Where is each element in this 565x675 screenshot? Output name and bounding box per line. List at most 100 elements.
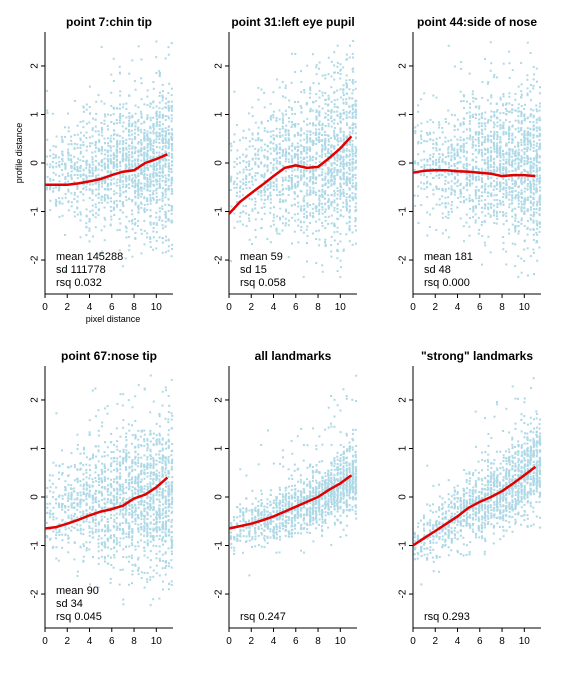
- data-point: [454, 114, 456, 117]
- data-point: [248, 145, 251, 148]
- data-point: [57, 495, 60, 498]
- data-point: [438, 174, 441, 177]
- data-point: [109, 146, 112, 149]
- data-point: [281, 189, 284, 192]
- data-point: [318, 197, 321, 200]
- data-point: [530, 183, 532, 186]
- data-point: [342, 155, 345, 158]
- data-point: [529, 182, 532, 185]
- data-point: [134, 137, 137, 140]
- data-point: [79, 174, 82, 177]
- data-point: [155, 247, 158, 250]
- data-point: [131, 174, 134, 177]
- data-point: [288, 117, 290, 120]
- data-point: [538, 139, 541, 141]
- data-point: [112, 113, 115, 116]
- data-point: [161, 191, 164, 194]
- data-point: [339, 170, 342, 173]
- data-point: [236, 183, 238, 186]
- data-point: [113, 165, 116, 168]
- data-point: [342, 91, 345, 94]
- data-point: [107, 163, 109, 166]
- data-point: [520, 111, 523, 114]
- data-point: [514, 167, 517, 170]
- data-point: [112, 166, 115, 169]
- data-point: [315, 152, 318, 155]
- data-point: [143, 148, 146, 151]
- data-point: [477, 189, 480, 192]
- data-point: [318, 204, 321, 207]
- data-point: [529, 52, 532, 54]
- data-point: [487, 169, 490, 172]
- data-point: [92, 117, 94, 120]
- data-point: [511, 191, 514, 194]
- data-point: [257, 137, 260, 140]
- data-point: [523, 119, 526, 122]
- data-point: [505, 179, 507, 182]
- data-point: [505, 153, 508, 156]
- data-point: [103, 137, 106, 140]
- y-tick-label: 1: [214, 111, 225, 117]
- data-point: [355, 148, 358, 151]
- data-point: [315, 139, 318, 142]
- data-point: [493, 148, 496, 151]
- data-point: [167, 179, 170, 182]
- data-point: [85, 136, 88, 139]
- data-point: [100, 160, 103, 163]
- data-point: [171, 160, 173, 163]
- data-point: [54, 156, 57, 159]
- data-point: [337, 71, 339, 74]
- data-point: [502, 153, 505, 156]
- data-point: [94, 206, 97, 209]
- data-point: [466, 176, 468, 179]
- data-point: [447, 187, 450, 190]
- data-point: [487, 140, 489, 143]
- data-point: [489, 214, 492, 217]
- data-point: [490, 139, 492, 142]
- data-point: [149, 178, 152, 181]
- data-point: [504, 103, 507, 106]
- data-point: [82, 183, 85, 186]
- data-point: [251, 208, 254, 211]
- data-point: [88, 175, 91, 177]
- data-point: [70, 465, 73, 468]
- data-point: [447, 162, 450, 164]
- data-point: [165, 133, 168, 135]
- data-point: [85, 188, 88, 191]
- data-point: [58, 185, 61, 188]
- data-point: [480, 116, 483, 119]
- data-point: [536, 203, 539, 206]
- data-point: [149, 144, 152, 146]
- data-point: [486, 156, 489, 159]
- data-point: [339, 193, 342, 196]
- data-point: [475, 161, 478, 163]
- data-point: [330, 202, 333, 205]
- data-point: [333, 155, 336, 158]
- data-point: [453, 135, 456, 138]
- data-point: [276, 232, 279, 235]
- data-point: [495, 222, 498, 225]
- data-point: [284, 222, 287, 225]
- data-point: [351, 107, 354, 110]
- data-point: [529, 195, 532, 198]
- data-point: [137, 45, 140, 48]
- data-point: [330, 183, 333, 186]
- data-point: [285, 152, 287, 155]
- data-point: [456, 150, 459, 153]
- data-point: [508, 121, 511, 123]
- data-point: [116, 150, 119, 153]
- data-point: [162, 227, 164, 230]
- data-point: [233, 160, 236, 163]
- data-point: [140, 168, 143, 171]
- data-point: [351, 185, 354, 188]
- data-point: [137, 158, 140, 161]
- data-point: [61, 173, 64, 176]
- data-point: [348, 169, 351, 172]
- data-point: [315, 73, 318, 76]
- data-point: [168, 143, 170, 145]
- data-point: [523, 177, 526, 180]
- data-point: [293, 203, 296, 206]
- data-point: [288, 179, 291, 182]
- data-point: [79, 150, 82, 153]
- data-point: [321, 122, 324, 125]
